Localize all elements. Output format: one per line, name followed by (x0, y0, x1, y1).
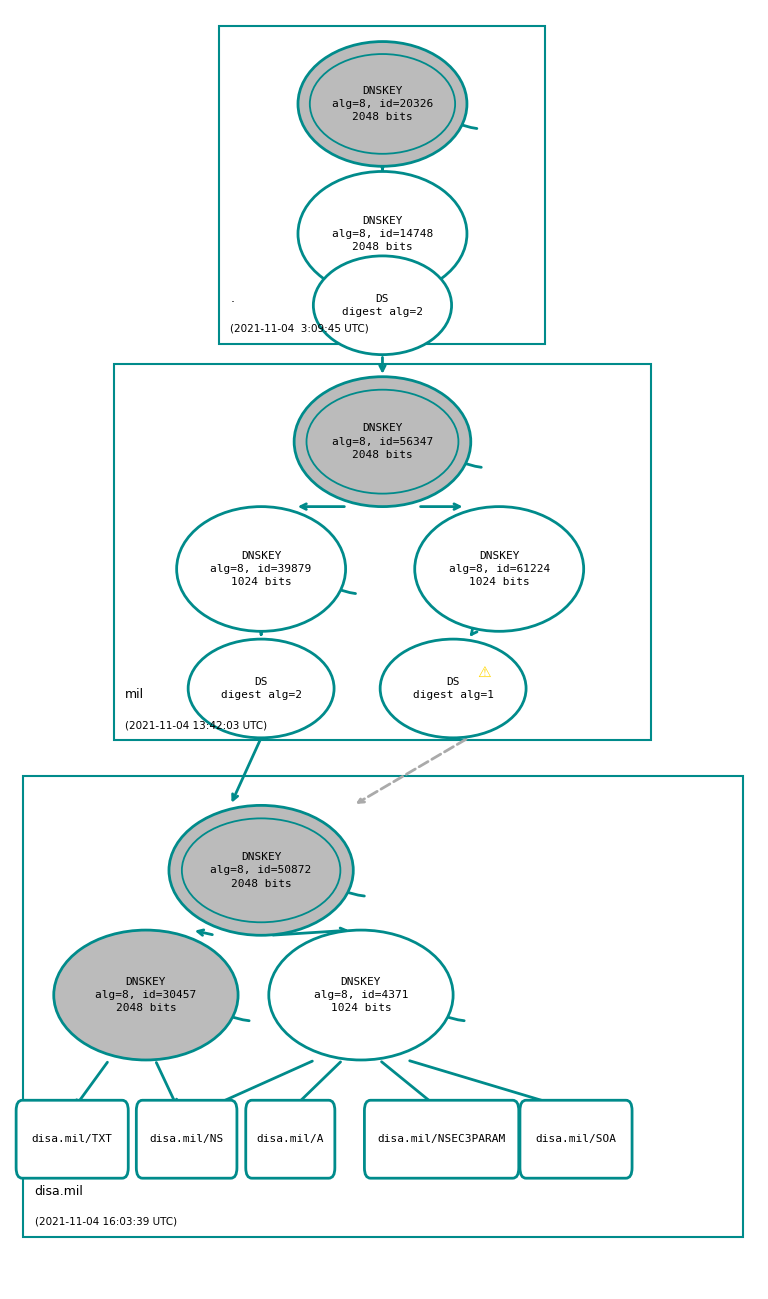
FancyBboxPatch shape (520, 1100, 632, 1178)
Text: ⚠: ⚠ (477, 665, 491, 681)
FancyBboxPatch shape (137, 1100, 237, 1178)
Text: DNSKEY
alg=8, id=50872
2048 bits: DNSKEY alg=8, id=50872 2048 bits (210, 852, 312, 889)
Text: DNSKEY
alg=8, id=56347
2048 bits: DNSKEY alg=8, id=56347 2048 bits (332, 423, 433, 460)
Bar (114, 364, 651, 740)
Text: DNSKEY
alg=8, id=39879
1024 bits: DNSKEY alg=8, id=39879 1024 bits (210, 551, 312, 587)
Text: disa.mil/TXT: disa.mil/TXT (31, 1134, 113, 1144)
Ellipse shape (298, 42, 467, 166)
FancyBboxPatch shape (364, 1100, 519, 1178)
Text: DNSKEY
alg=8, id=30457
2048 bits: DNSKEY alg=8, id=30457 2048 bits (95, 977, 197, 1013)
Text: (2021-11-04 13:42:03 UTC): (2021-11-04 13:42:03 UTC) (125, 720, 267, 730)
Text: disa.mil/NSEC3PARAM: disa.mil/NSEC3PARAM (378, 1134, 505, 1144)
Text: DNSKEY
alg=8, id=20326
2048 bits: DNSKEY alg=8, id=20326 2048 bits (332, 86, 433, 122)
Text: DS
digest alg=2: DS digest alg=2 (342, 294, 423, 317)
Ellipse shape (313, 256, 452, 355)
Text: disa.mil/NS: disa.mil/NS (150, 1134, 223, 1144)
Ellipse shape (294, 377, 471, 507)
Text: .: . (230, 292, 234, 305)
Text: DNSKEY
alg=8, id=61224
1024 bits: DNSKEY alg=8, id=61224 1024 bits (449, 551, 550, 587)
Bar (219, 26, 545, 344)
Ellipse shape (298, 171, 467, 296)
Text: DNSKEY
alg=8, id=14748
2048 bits: DNSKEY alg=8, id=14748 2048 bits (332, 216, 433, 252)
Text: DNSKEY
alg=8, id=4371
1024 bits: DNSKEY alg=8, id=4371 1024 bits (313, 977, 409, 1013)
Ellipse shape (169, 805, 353, 935)
Ellipse shape (380, 639, 526, 738)
Text: disa.mil/SOA: disa.mil/SOA (535, 1134, 617, 1144)
Text: disa.mil: disa.mil (35, 1185, 84, 1198)
Text: mil: mil (125, 688, 144, 701)
FancyBboxPatch shape (246, 1100, 335, 1178)
FancyBboxPatch shape (16, 1100, 128, 1178)
Text: (2021-11-04 16:03:39 UTC): (2021-11-04 16:03:39 UTC) (35, 1216, 177, 1226)
Ellipse shape (177, 507, 346, 631)
Ellipse shape (269, 930, 453, 1060)
Bar (23, 776, 743, 1237)
Ellipse shape (415, 507, 584, 631)
Ellipse shape (54, 930, 238, 1060)
Text: disa.mil/A: disa.mil/A (257, 1134, 324, 1144)
Text: (2021-11-04  3:09:45 UTC): (2021-11-04 3:09:45 UTC) (230, 323, 369, 334)
Text: DS
digest alg=2: DS digest alg=2 (220, 677, 302, 700)
Text: DS
digest alg=1: DS digest alg=1 (412, 677, 494, 700)
Ellipse shape (188, 639, 334, 738)
